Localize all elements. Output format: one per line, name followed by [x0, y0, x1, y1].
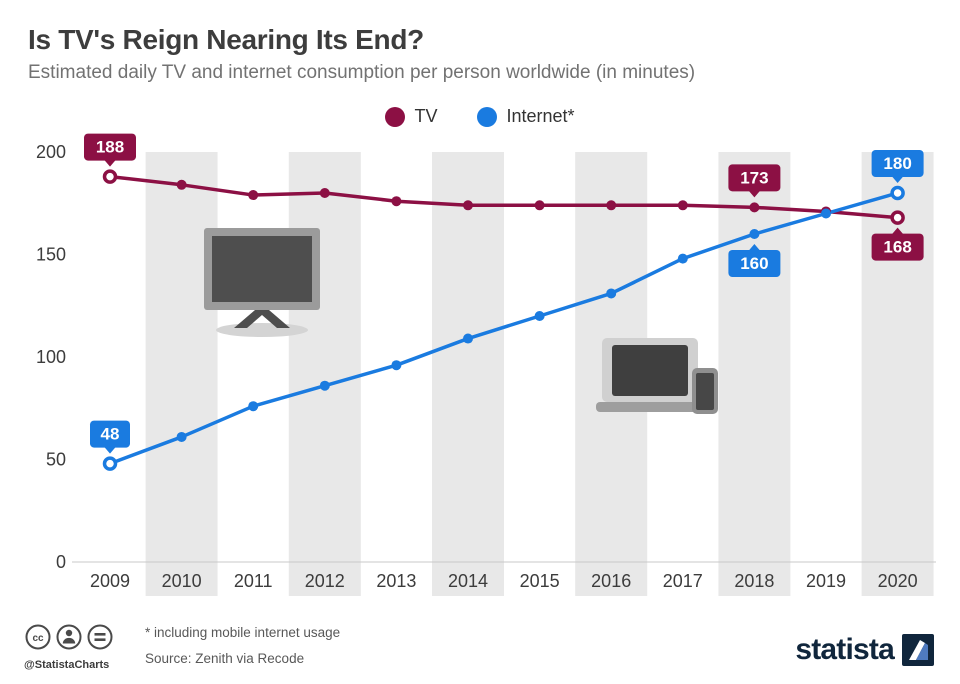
y-tick-label: 100	[36, 347, 66, 367]
data-point	[463, 200, 473, 211]
data-point	[391, 360, 402, 371]
value-callout-box	[728, 164, 781, 192]
data-point	[319, 380, 330, 391]
statista-charts-handle: @StatistaCharts	[24, 659, 110, 671]
callout-value: 168	[883, 238, 911, 257]
y-tick-label: 150	[36, 245, 66, 265]
internet-line	[108, 191, 900, 466]
data-point	[890, 185, 905, 201]
y-tick-label: 0	[56, 552, 66, 572]
tv-line	[108, 174, 900, 220]
x-tick-label: 2018	[734, 571, 774, 591]
value-callout-box	[728, 250, 781, 277]
data-point	[319, 188, 330, 198]
data-point	[677, 253, 688, 264]
value-callout-box	[84, 133, 136, 161]
callout-pointer	[891, 227, 904, 235]
svg-text:cc: cc	[32, 633, 44, 644]
y-tick-label: 200	[36, 142, 66, 162]
tv-icon	[204, 228, 320, 337]
cc-license-block: cc @StatistaCharts	[24, 622, 136, 671]
callout-pointer	[748, 190, 761, 198]
data-point	[463, 333, 473, 344]
statista-logo: statista	[795, 634, 934, 666]
axes: 0 50 100 150 200 2009 2010 2011 2012 2013 2014 2015…	[36, 142, 936, 591]
x-tick-label: 2015	[520, 571, 560, 591]
callout-value: 188	[96, 138, 124, 157]
x-tick-label: 2013	[376, 571, 416, 591]
data-point	[248, 401, 259, 412]
chart-notes: * including mobile internet usage Source…	[145, 626, 340, 666]
legend-label-tv: TV	[414, 106, 438, 126]
footer: cc @StatistaCharts * including mobile in…	[0, 612, 960, 684]
value-callout-box	[871, 150, 924, 177]
legend: TV Internet*	[0, 106, 960, 127]
year-band	[288, 152, 361, 596]
cc-by-nd-icons: cc	[25, 624, 113, 650]
callout-pointer	[748, 244, 761, 251]
page-title: Is TV's Reign Nearing Its End?	[28, 24, 424, 55]
internet-legend-dot-icon	[477, 106, 498, 127]
callout-pointer	[891, 176, 904, 183]
x-tick-label: 2020	[878, 571, 918, 591]
year-band	[145, 152, 218, 596]
x-tick-label: 2017	[663, 571, 703, 591]
legend-label-internet: Internet*	[506, 106, 575, 126]
data-point	[890, 210, 905, 225]
year-band	[432, 152, 504, 596]
data-point	[534, 200, 545, 211]
x-tick-label: 2011	[234, 571, 273, 591]
year-bands	[145, 152, 934, 596]
x-tick-label: 2012	[305, 571, 345, 591]
data-point	[176, 431, 187, 442]
data-point	[534, 311, 545, 321]
value-callout-box	[871, 233, 924, 261]
data-point	[821, 208, 831, 219]
data-point	[749, 202, 760, 213]
no-derivatives-icon	[87, 624, 113, 650]
value-callouts: 188 173 168 48 160 180	[84, 133, 924, 454]
callout-value: 180	[883, 154, 911, 173]
callout-value: 48	[101, 425, 120, 444]
source-line: Source: Zenith via Recode	[145, 651, 305, 666]
legend-item-internet: Internet*	[477, 106, 575, 127]
callout-value: 173	[740, 168, 768, 187]
value-callout-box	[90, 420, 130, 448]
consumption-line-chart: 0 50 100 150 200 2009 2010 2011 2012 2013 2014 2015…	[36, 133, 936, 596]
x-tick-label: 2016	[591, 571, 631, 591]
x-tick-label: 2019	[806, 571, 846, 591]
data-point	[102, 456, 118, 471]
data-point	[176, 179, 187, 190]
x-tick-label: 2014	[448, 571, 488, 591]
laptop-phone-icon	[596, 338, 718, 414]
data-point	[248, 190, 259, 201]
cc-icon: cc	[25, 624, 51, 650]
legend-item-tv: TV	[385, 106, 437, 127]
x-tick-label: 2010	[162, 571, 202, 591]
data-point	[749, 229, 760, 239]
year-band	[718, 152, 791, 596]
series-lines-and-points	[102, 169, 905, 471]
page-subtitle: Estimated daily TV and internet consumpt…	[28, 62, 696, 83]
x-tick-label: 2009	[90, 571, 130, 591]
data-point	[606, 200, 617, 211]
statista-logo-mark	[902, 634, 934, 666]
statista-logo-text: statista	[795, 633, 894, 666]
y-tick-label: 50	[46, 450, 66, 470]
footnote: * including mobile internet usage	[145, 625, 341, 640]
data-point	[391, 196, 402, 207]
data-point	[102, 169, 118, 184]
year-band	[861, 152, 934, 596]
data-point	[606, 288, 617, 299]
callout-pointer	[104, 446, 116, 454]
data-point	[677, 200, 688, 211]
callout-pointer	[104, 159, 116, 167]
tv-legend-dot-icon	[385, 106, 406, 127]
callout-value: 160	[740, 254, 768, 273]
header: Is TV's Reign Nearing Its End? Estimated…	[0, 0, 960, 130]
attribution-icon	[56, 624, 82, 650]
